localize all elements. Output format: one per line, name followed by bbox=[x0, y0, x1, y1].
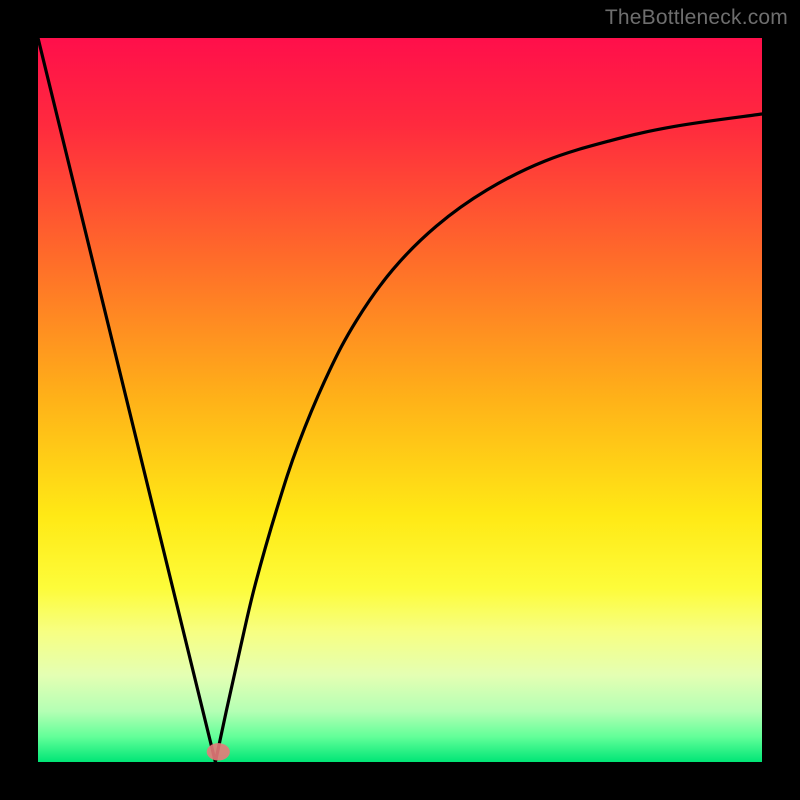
gradient-background bbox=[38, 38, 762, 762]
watermark-text: TheBottleneck.com bbox=[605, 6, 788, 30]
bottleneck-chart bbox=[38, 38, 762, 762]
plot-area bbox=[38, 38, 762, 762]
minimum-marker bbox=[207, 743, 230, 760]
